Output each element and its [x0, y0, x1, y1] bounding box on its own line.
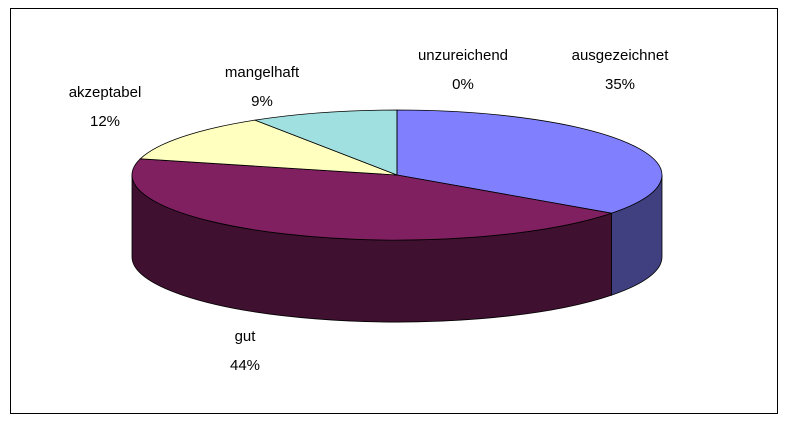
slice-value-label: 44%	[230, 357, 260, 374]
pie-slice	[139, 119, 398, 176]
slice-value-label: 0%	[452, 76, 474, 93]
slice-label: ausgezeichnet	[572, 47, 670, 64]
pie-slice	[131, 158, 612, 241]
pie-slice	[253, 109, 398, 176]
slice-label: gut	[235, 328, 257, 345]
slice-label: akzeptabel	[69, 84, 142, 101]
slice-label: unzureichend	[418, 47, 508, 64]
slice-value-label: 35%	[605, 76, 635, 93]
slice-value-label: 9%	[251, 93, 273, 110]
pie-slice	[396, 109, 663, 214]
slice-label: mangelhaft	[225, 64, 300, 81]
slice-value-label: 12%	[90, 113, 120, 130]
